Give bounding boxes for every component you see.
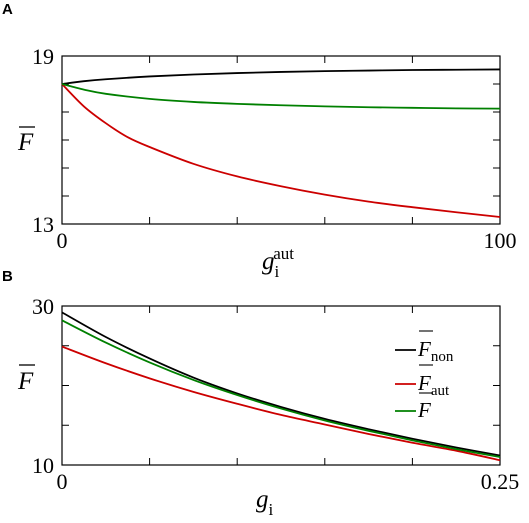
panel-a-ylabel-text: F xyxy=(17,129,34,156)
panel-a-frame xyxy=(61,55,501,225)
legend-label-mean: F xyxy=(417,398,431,422)
panel-a-label: A xyxy=(2,1,13,18)
panel-a-ytick-bottom: 13 xyxy=(32,212,54,237)
panel-b-ylabel-text: F xyxy=(17,368,34,395)
panel-b-series-line-2 xyxy=(61,319,501,458)
legend-sub-non: non xyxy=(431,349,454,365)
panel-b-ylabel: F xyxy=(17,364,35,395)
panel-a-ytick-top: 19 xyxy=(32,44,54,69)
panel-b-ytick-top: 30 xyxy=(32,294,54,319)
legend-entry-aut: Faut xyxy=(395,364,450,399)
panel-a-ylabel: F xyxy=(17,126,35,156)
panel-a-series-line-2 xyxy=(61,83,501,110)
panel-a-xtick-left: 0 xyxy=(57,228,68,253)
panel-a-series-line-0 xyxy=(61,68,501,85)
panel-b-series-line-1 xyxy=(61,345,501,462)
panel-a-series xyxy=(61,68,501,218)
legend-entry-mean: F xyxy=(395,392,433,422)
legend-entry-non: Fnon xyxy=(395,330,454,365)
panel-a-xtick-right: 100 xyxy=(484,228,517,253)
panel-b-ytick-bottom: 10 xyxy=(32,453,54,478)
panel-a-series-line-1 xyxy=(61,83,501,218)
panel-b-xlabel-main: g xyxy=(256,486,269,513)
legend-symbol-aut: F xyxy=(417,371,431,395)
legend-sub-aut: aut xyxy=(431,383,450,399)
panel-b-series-line-0 xyxy=(61,311,501,457)
panel-a-xlabel: giaut xyxy=(262,244,294,281)
panel-b-legend: Fnon Faut F xyxy=(395,330,454,422)
panel-b: B 30 10 0 0.25 F gi Fnon Faut xyxy=(2,268,519,519)
panel-b-xtick-left: 0 xyxy=(57,469,68,494)
panel-a-xlabel-sub: i xyxy=(275,262,280,281)
legend-label-non: Fnon xyxy=(417,337,454,365)
panel-b-label: B xyxy=(2,268,13,285)
legend-label-aut: Faut xyxy=(417,371,450,399)
panel-b-xlabel-sub: i xyxy=(269,500,274,519)
panel-b-xlabel: gi xyxy=(256,486,274,519)
panel-b-series xyxy=(61,311,501,462)
panel-b-xtick-right: 0.25 xyxy=(481,469,520,494)
panel-b-minor-ticks xyxy=(62,306,500,465)
legend-symbol-non: F xyxy=(417,337,431,361)
panel-a-xlabel-main: g xyxy=(262,248,275,275)
panel-a: A 19 13 0 100 F giaut xyxy=(2,1,517,281)
legend-symbol-mean: F xyxy=(417,398,431,422)
panel-a-minor-ticks xyxy=(62,56,500,224)
panel-a-xlabel-sup: aut xyxy=(273,244,294,263)
